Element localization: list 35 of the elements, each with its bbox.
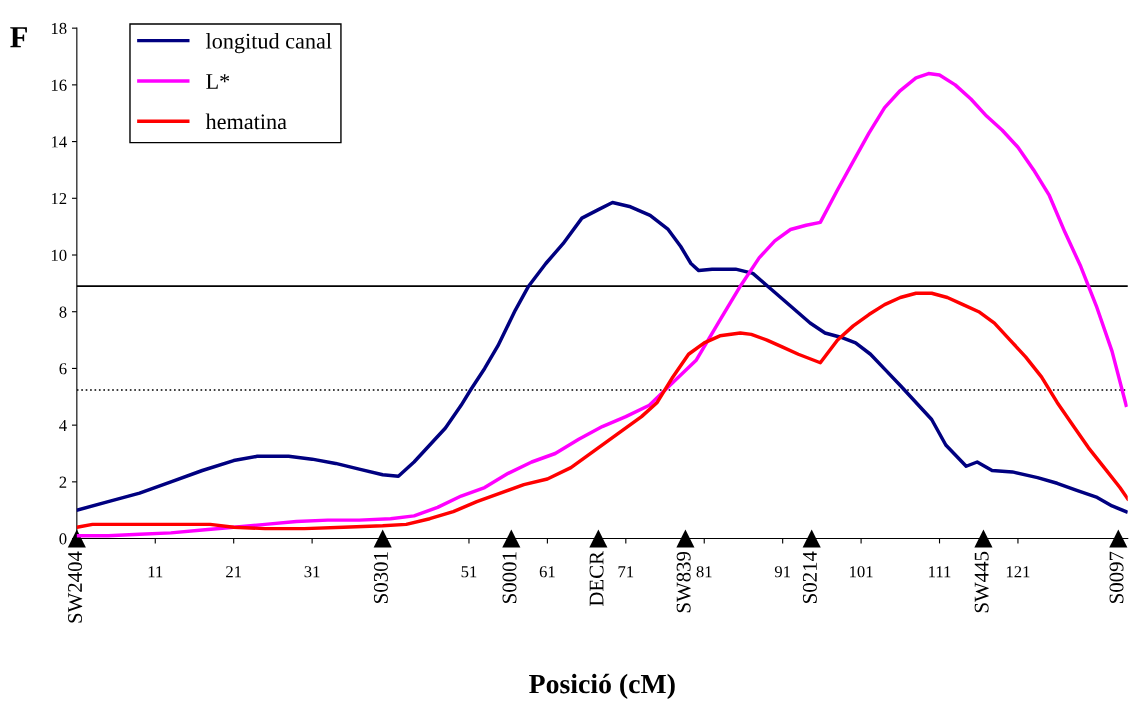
y-tick-label: 14 [51, 136, 67, 148]
annotation: S0214 [802, 551, 817, 603]
x-tick-label: 11 [148, 566, 163, 578]
x-tick-label: 71 [618, 566, 634, 578]
y-tick-label: 2 [59, 476, 67, 488]
annotation: SW839 [676, 551, 691, 613]
x-tick-label: 101 [850, 566, 873, 578]
legend-label: longitud canal [205, 32, 332, 54]
y-tick-label: 6 [59, 363, 67, 375]
annotation: SW445 [974, 551, 989, 613]
y-tick-label: 10 [51, 249, 67, 261]
annotation: S0001 [502, 552, 517, 603]
x-tick-label: 111 [929, 566, 951, 578]
y-tick-label: 18 [51, 22, 67, 35]
y-tick-label: 0 [59, 533, 67, 545]
annotation: DECR [589, 551, 604, 607]
y-tick-label: 4 [59, 419, 67, 431]
y-tick-label: 12 [51, 193, 67, 205]
annotation: S0097 [1109, 551, 1124, 603]
line-series [76, 200, 1128, 514]
x-tick-label: 81 [696, 566, 712, 578]
x-tick-label: 21 [226, 566, 242, 578]
x-tick-label: 31 [304, 566, 320, 578]
legend-label: L* [206, 74, 230, 89]
x-tick-label: 91 [774, 566, 790, 578]
x-axis-title: Posició (cM) [529, 673, 675, 700]
legend-label: hematina [205, 113, 287, 130]
annotation: SW2404 [68, 551, 83, 623]
y-tick-label: 16 [51, 79, 67, 91]
x-tick-label: 51 [461, 566, 477, 578]
x-tick-label: 61 [539, 566, 555, 578]
x-tick-label: 121 [1006, 566, 1030, 578]
annotation: S0301 [373, 552, 388, 603]
y-tick-label: 8 [59, 306, 67, 318]
y-axis-title: F [10, 27, 27, 48]
